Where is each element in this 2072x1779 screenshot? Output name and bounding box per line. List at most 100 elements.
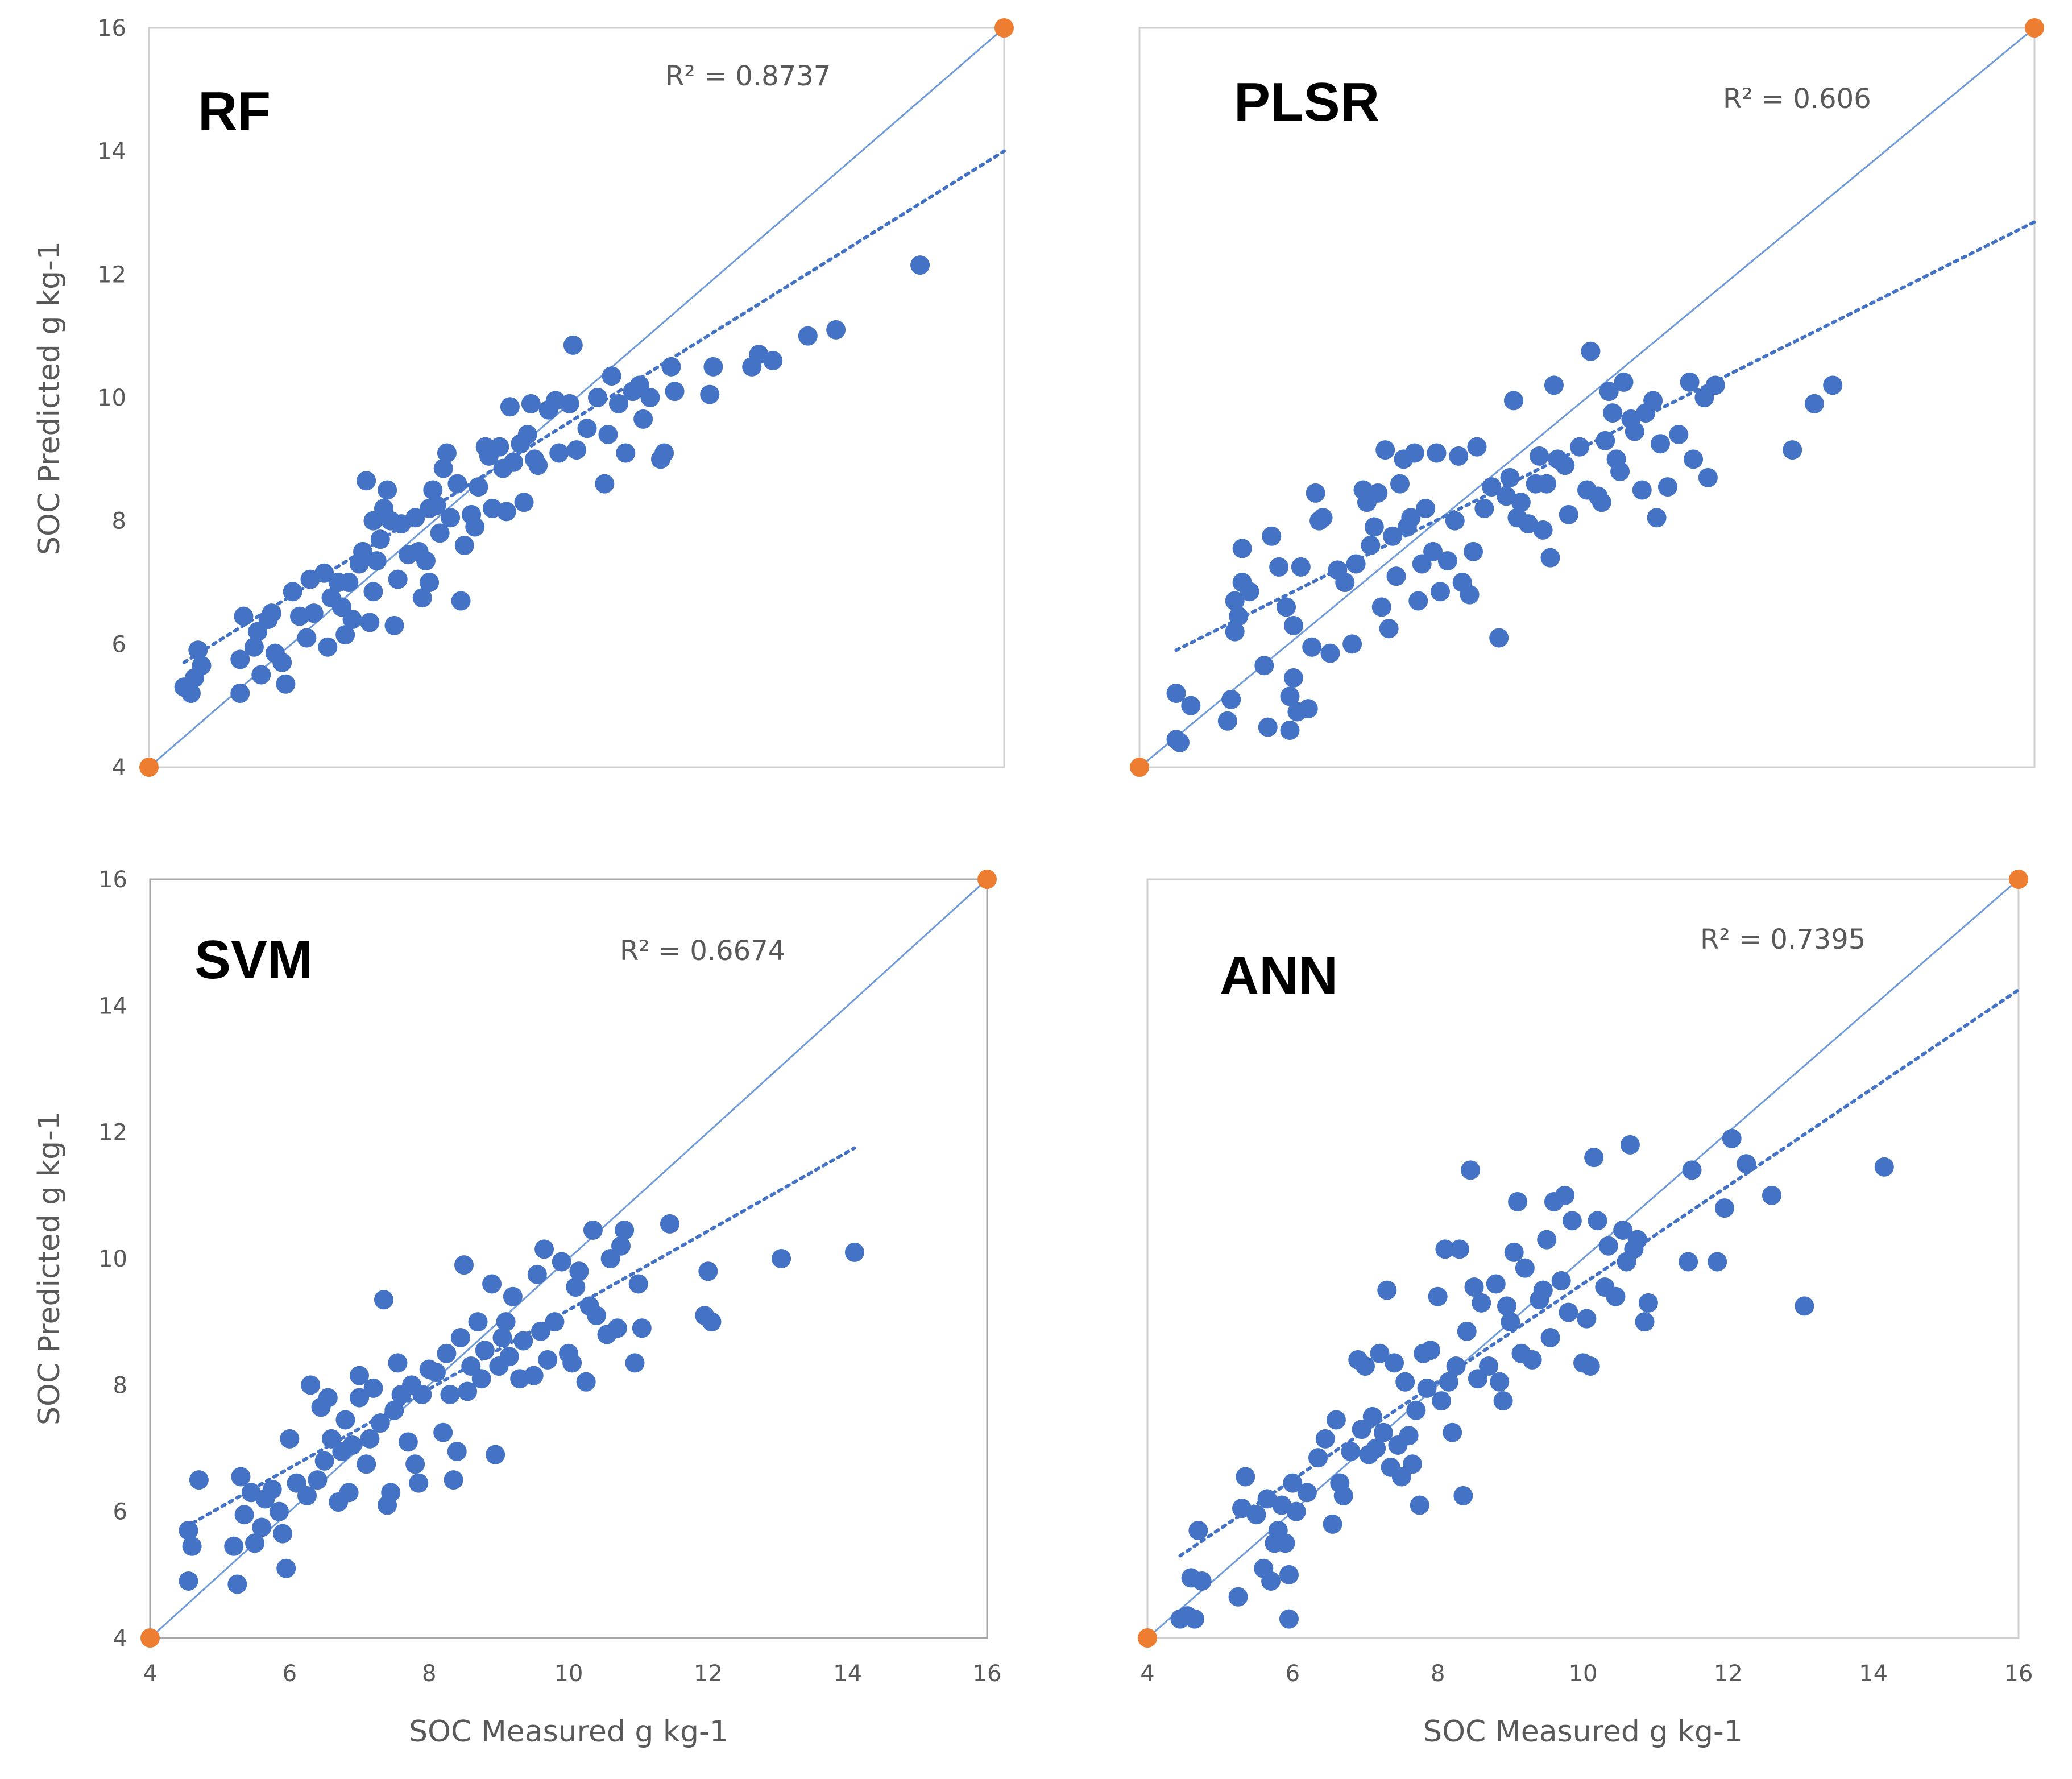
data-point	[1283, 615, 1303, 635]
y-tick-label: 6	[113, 1499, 127, 1525]
data-point	[318, 1388, 338, 1408]
data-point	[1555, 1185, 1575, 1205]
data-point	[1297, 1483, 1317, 1503]
data-point	[1420, 1341, 1440, 1360]
data-point	[1166, 684, 1186, 703]
data-point	[1559, 504, 1578, 524]
y-tick-label: 4	[113, 1625, 127, 1652]
data-point	[1399, 1426, 1419, 1446]
data-point	[1225, 591, 1245, 611]
data-point	[1262, 526, 1282, 546]
data-point	[1333, 1486, 1353, 1505]
x-tick-labels: 4 6 8 10 12 14 16	[143, 1661, 1001, 1687]
x-axis-title-left: SOC Measured g kg-1	[409, 1715, 728, 1749]
data-point	[1606, 1286, 1626, 1306]
data-point	[1584, 1148, 1604, 1168]
data-point	[318, 637, 338, 657]
data-point	[1352, 1420, 1371, 1439]
data-point	[357, 1454, 376, 1474]
x-tick-label: 12	[1714, 1661, 1743, 1687]
data-point	[1181, 696, 1201, 715]
data-point	[1610, 462, 1630, 481]
data-point	[1500, 467, 1520, 487]
data-point	[1625, 421, 1644, 441]
y-tick-labels: 4 6 8 10 12 14 16	[97, 15, 126, 781]
data-point	[1544, 375, 1564, 395]
data-point	[363, 582, 383, 602]
data-point	[1467, 437, 1487, 457]
data-point	[420, 573, 440, 592]
data-point	[437, 443, 457, 463]
data-point	[560, 394, 579, 413]
data-point	[1551, 1271, 1571, 1290]
data-point	[1423, 541, 1443, 561]
data-point	[1320, 643, 1340, 663]
data-point	[360, 1429, 380, 1449]
data-point	[262, 603, 281, 623]
data-point	[350, 1388, 369, 1408]
x-tick-label: 10	[554, 1661, 583, 1687]
data-point	[625, 1353, 645, 1373]
data-point	[314, 563, 334, 583]
data-point	[433, 458, 453, 478]
data-point	[1823, 375, 1843, 395]
data-point	[496, 1312, 516, 1332]
data-point	[1225, 622, 1245, 642]
data-point	[1497, 1296, 1516, 1316]
plot-frame	[1146, 878, 2020, 1639]
data-point	[272, 652, 292, 672]
data-point	[1390, 474, 1410, 494]
data-point	[524, 1366, 544, 1385]
data-point	[1680, 372, 1700, 392]
data-point	[1401, 508, 1421, 528]
data-point	[451, 591, 471, 611]
data-point	[1432, 1391, 1452, 1411]
data-point	[1386, 566, 1406, 586]
y-tick-label: 8	[112, 508, 126, 535]
data-point	[1874, 1157, 1894, 1177]
data-point	[1277, 597, 1296, 617]
data-point	[1453, 1486, 1473, 1505]
data-point	[440, 1385, 460, 1405]
data-point	[280, 1429, 300, 1449]
x-tick-labels: 4 6 8 10 12 14 16	[1140, 1661, 2033, 1687]
data-point	[1232, 539, 1252, 558]
data-point	[1694, 388, 1714, 407]
data-point	[700, 384, 720, 404]
panel-marks	[140, 870, 997, 1648]
data-point	[1272, 1495, 1292, 1515]
data-point	[1313, 508, 1333, 528]
data-point	[335, 625, 355, 645]
data-point	[1511, 493, 1531, 512]
data-point	[1679, 1252, 1698, 1272]
data-point	[1395, 1372, 1415, 1392]
data-point	[1192, 1571, 1212, 1591]
data-point	[1783, 440, 1802, 460]
data-point	[1472, 1293, 1491, 1313]
data-point	[1657, 477, 1677, 497]
data-point	[342, 1435, 362, 1455]
data-point	[1708, 1252, 1727, 1272]
data-point	[1404, 443, 1424, 463]
x-tick-label: 10	[1569, 1661, 1598, 1687]
data-point	[660, 1214, 679, 1234]
data-point	[230, 649, 250, 669]
data-point	[1280, 721, 1300, 740]
panel-marks	[1138, 870, 2028, 1648]
endpoint-marker	[2009, 870, 2028, 889]
data-point	[1577, 1309, 1597, 1329]
data-point	[587, 388, 607, 407]
data-point	[910, 255, 930, 275]
data-point	[388, 569, 408, 589]
data-point	[234, 1505, 254, 1525]
data-point	[496, 502, 516, 522]
data-point	[607, 1318, 627, 1338]
data-point	[576, 1372, 596, 1392]
data-point	[1228, 1587, 1248, 1607]
panel-title: ANN	[1220, 945, 1338, 1006]
x-tick-label: 16	[973, 1661, 1002, 1687]
y-tick-label: 14	[98, 993, 127, 1019]
y-axis-title-bottom: SOC Predicted g kg-1	[32, 1111, 67, 1425]
data-point	[490, 437, 509, 457]
data-point	[527, 1264, 547, 1284]
